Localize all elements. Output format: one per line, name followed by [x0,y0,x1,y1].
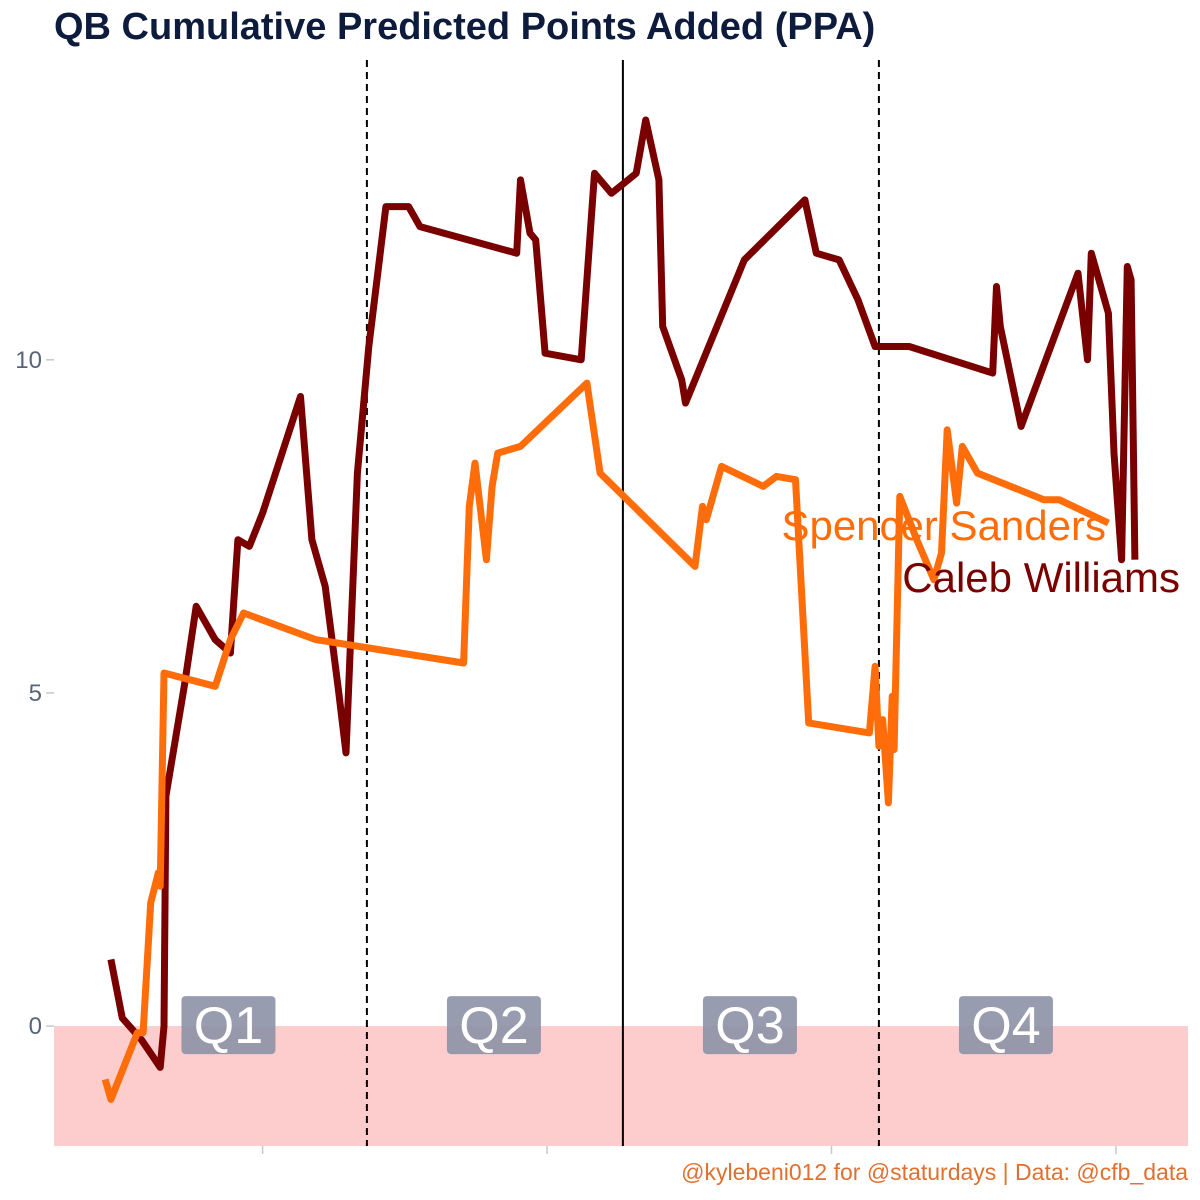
y-tick-label: 5 [29,680,42,707]
quarter-label-text: Q3 [715,997,784,1055]
quarter-label-q3: Q3 [702,996,797,1055]
quarter-label-text: Q1 [194,997,263,1055]
quarter-label-q2: Q2 [446,996,541,1055]
chart-caption: @kylebeni012 for @staturdays | Data: @cf… [681,1159,1188,1185]
y-tick-label: 10 [15,347,42,374]
y-axis: 0 5 10 [15,347,54,1040]
series-label-caleb-williams: Caleb Williams [902,554,1180,601]
quarter-label-text: Q4 [971,997,1040,1055]
quarter-labels: Q1 Q2 Q3 Q4 [181,996,1053,1055]
quarter-divider-lines [365,60,880,1146]
quarter-label-box [446,996,541,1055]
quarter-label-box [958,996,1053,1055]
y-tick-label: 0 [29,1013,42,1040]
quarter-label-text: Q2 [459,997,528,1055]
quarter-label-box [181,996,276,1055]
series-label-spencer-sanders: Spencer Sanders [781,502,1106,549]
series-line-spencer-sanders [101,379,1110,1103]
quarter-label-q1: Q1 [181,996,276,1055]
x-axis [261,1146,1117,1154]
series-labels: Caleb Williams Spencer Sanders [781,502,1180,601]
series-lines [101,116,1139,1103]
quarter-label-q4: Q4 [958,996,1053,1055]
chart-title: QB Cumulative Predicted Points Added (PP… [54,6,876,48]
quarter-label-box [702,996,797,1055]
